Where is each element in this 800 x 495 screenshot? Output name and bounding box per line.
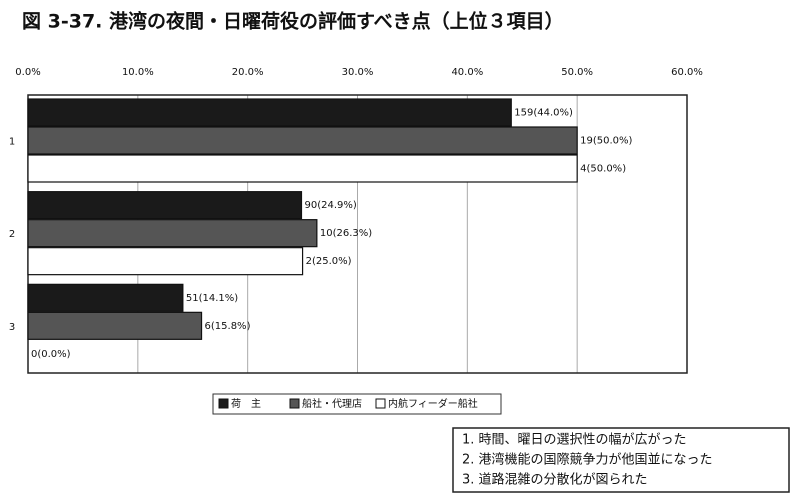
legend-label: 船社・代理店 [302, 397, 362, 410]
data-label: 4(50.0%) [580, 164, 626, 175]
note: 2. 港湾機能の国際競争力が他国並になった [462, 452, 713, 468]
x-tick-label: 40.0% [451, 67, 483, 78]
bar [27, 311, 203, 340]
legend-swatch [289, 398, 300, 409]
chart-title: 図 3-37. 港湾の夜間・日曜荷役の評価すべき点（上位３項目） [22, 10, 564, 33]
bar [27, 247, 304, 276]
legend-label: 内航フィーダー船社 [388, 397, 478, 410]
data-label: 51(14.1%) [186, 293, 238, 304]
legend-swatch [375, 398, 386, 409]
x-tick-label: 60.0% [671, 67, 703, 78]
bar [27, 219, 318, 248]
data-label: 0(0.0%) [31, 349, 71, 360]
legend-label: 荷 主 [231, 398, 261, 410]
data-label: 19(50.0%) [580, 136, 632, 147]
x-tick-label: 0.0% [15, 67, 40, 78]
bar [27, 126, 578, 155]
y-tick-label: 1 [9, 137, 15, 148]
data-label: 2(25.0%) [306, 256, 352, 267]
legend-swatch [218, 398, 229, 409]
x-tick-label: 10.0% [122, 67, 154, 78]
note-box [452, 427, 790, 493]
x-tick-label: 50.0% [561, 67, 593, 78]
x-tick-label: 20.0% [232, 67, 264, 78]
data-label: 159(44.0%) [514, 108, 573, 119]
note: 1. 時間、曜日の選択性の幅が広がった [462, 433, 687, 448]
y-tick-label: 3 [9, 322, 15, 333]
data-label: 6(15.8%) [205, 321, 251, 332]
bar [27, 283, 184, 312]
legend-box [212, 393, 502, 415]
y-tick-label: 2 [9, 229, 15, 240]
data-label: 90(24.9%) [304, 200, 356, 211]
data-label: 10(26.3%) [320, 228, 372, 239]
bar [27, 154, 578, 183]
bar [27, 191, 303, 220]
bar [27, 98, 512, 127]
x-tick-label: 30.0% [342, 67, 374, 78]
note: 3. 道路混雑の分散化が図られた [462, 472, 648, 488]
